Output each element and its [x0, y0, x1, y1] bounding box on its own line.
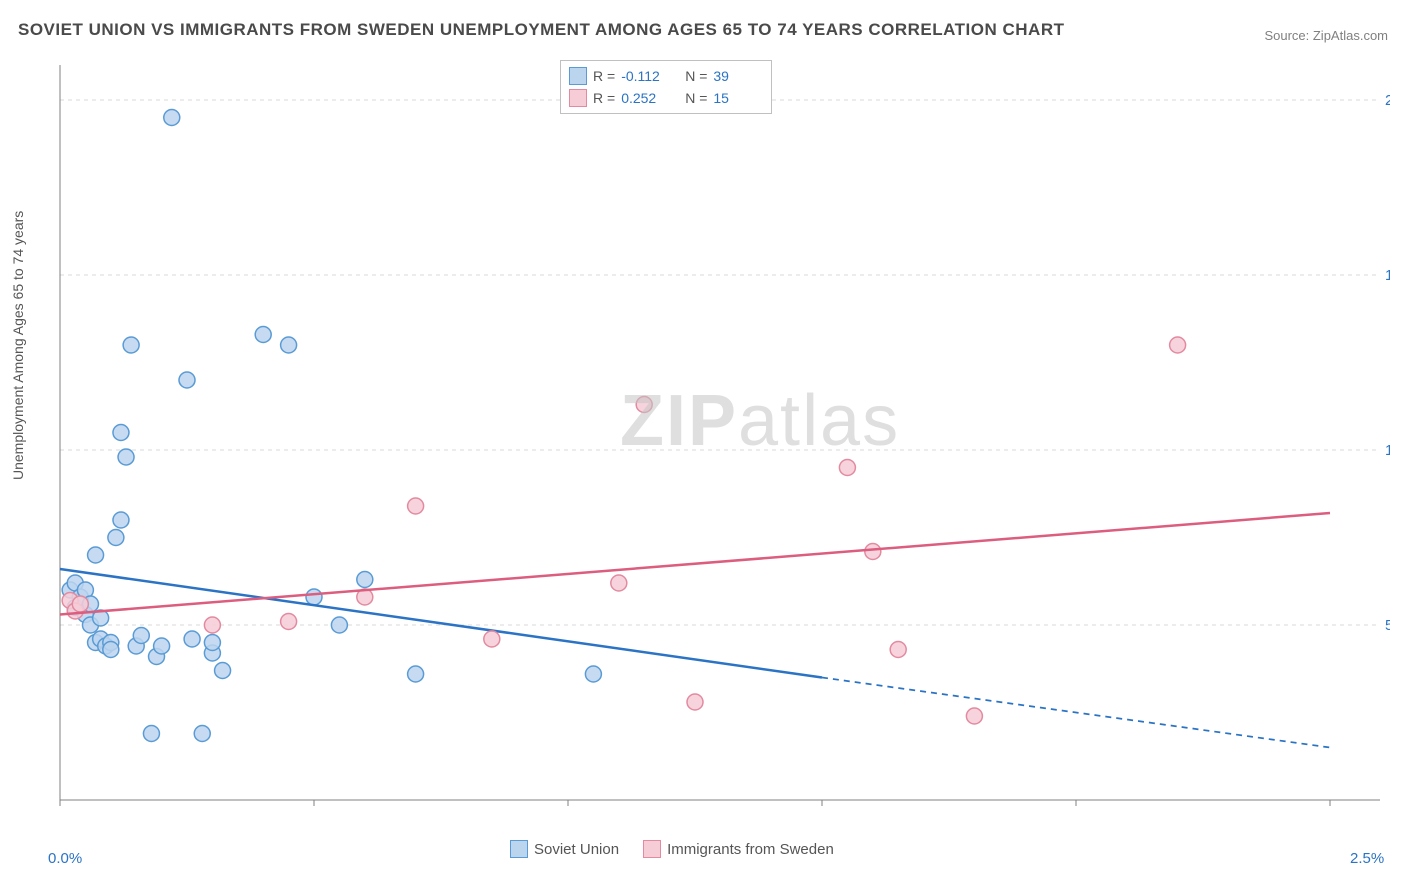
source-label: Source: ZipAtlas.com [1264, 28, 1388, 43]
stats-legend: R =-0.112N =39R =0.252N =15 [560, 60, 772, 114]
chart-title: SOVIET UNION VS IMMIGRANTS FROM SWEDEN U… [18, 20, 1064, 40]
svg-text:10.0%: 10.0% [1385, 442, 1390, 459]
y-axis-label: Unemployment Among Ages 65 to 74 years [10, 211, 26, 480]
scatter-plot: 5.0% 10.0% 15.0% 20.0% [50, 60, 1390, 840]
x-tick-min: 0.0% [48, 850, 82, 867]
series-legend: Soviet UnionImmigrants from Sweden [510, 840, 834, 858]
x-tick-max: 2.5% [1350, 850, 1384, 867]
svg-text:5.0%: 5.0% [1385, 617, 1390, 634]
svg-text:15.0%: 15.0% [1385, 267, 1390, 284]
svg-text:20.0%: 20.0% [1385, 92, 1390, 109]
